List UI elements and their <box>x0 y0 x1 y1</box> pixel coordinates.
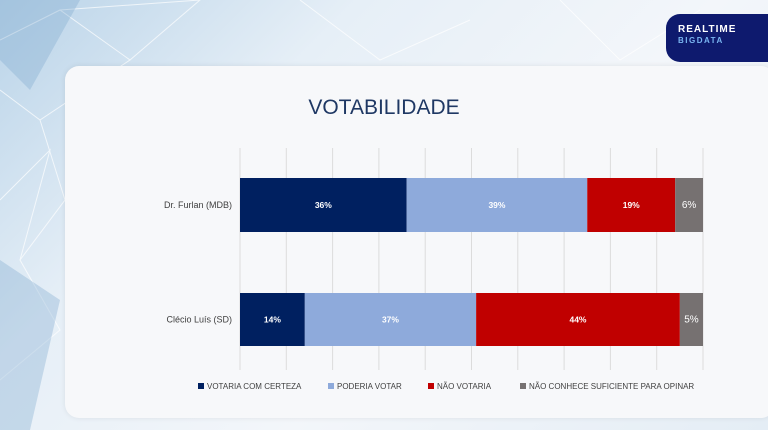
logo-subtext: BIGDATA <box>678 36 724 45</box>
category-label: Clécio Luís (SD) <box>166 315 232 325</box>
data-label: 14% <box>264 315 281 325</box>
bar-segment <box>587 178 676 232</box>
bar-segment <box>304 293 477 346</box>
legend-label: PODERIA VOTAR <box>337 382 402 391</box>
category-label: Dr. Furlan (MDB) <box>164 200 232 210</box>
bar-segment <box>240 178 407 232</box>
chart-title: VOTABILIDADE <box>308 96 460 119</box>
logo-text: REALTIME <box>678 24 737 35</box>
realtime-bigdata-logo: REALTIME BIGDATA <box>666 14 768 62</box>
legend-swatch <box>328 383 334 389</box>
data-label: 19% <box>623 200 640 210</box>
legend-label: NÃO VOTARIA <box>437 382 492 391</box>
bar-segment <box>476 293 680 346</box>
legend-swatch <box>198 383 204 389</box>
chart-card <box>65 66 768 418</box>
data-label: 44% <box>569 315 586 325</box>
legend-swatch <box>428 383 434 389</box>
data-label: 36% <box>315 200 332 210</box>
bar-segment <box>679 293 703 346</box>
data-label: 37% <box>382 315 399 325</box>
data-label: 5% <box>684 315 699 326</box>
data-label: 6% <box>682 200 697 211</box>
legend-swatch <box>520 383 526 389</box>
bar-segment <box>675 178 703 232</box>
legend-label: VOTARIA COM CERTEZA <box>207 382 302 391</box>
data-label: 39% <box>488 200 505 210</box>
legend-label: NÃO CONHECE SUFICIENTE PARA OPINAR <box>529 382 694 391</box>
bar-segment <box>240 293 305 346</box>
bar-segment <box>406 178 588 232</box>
